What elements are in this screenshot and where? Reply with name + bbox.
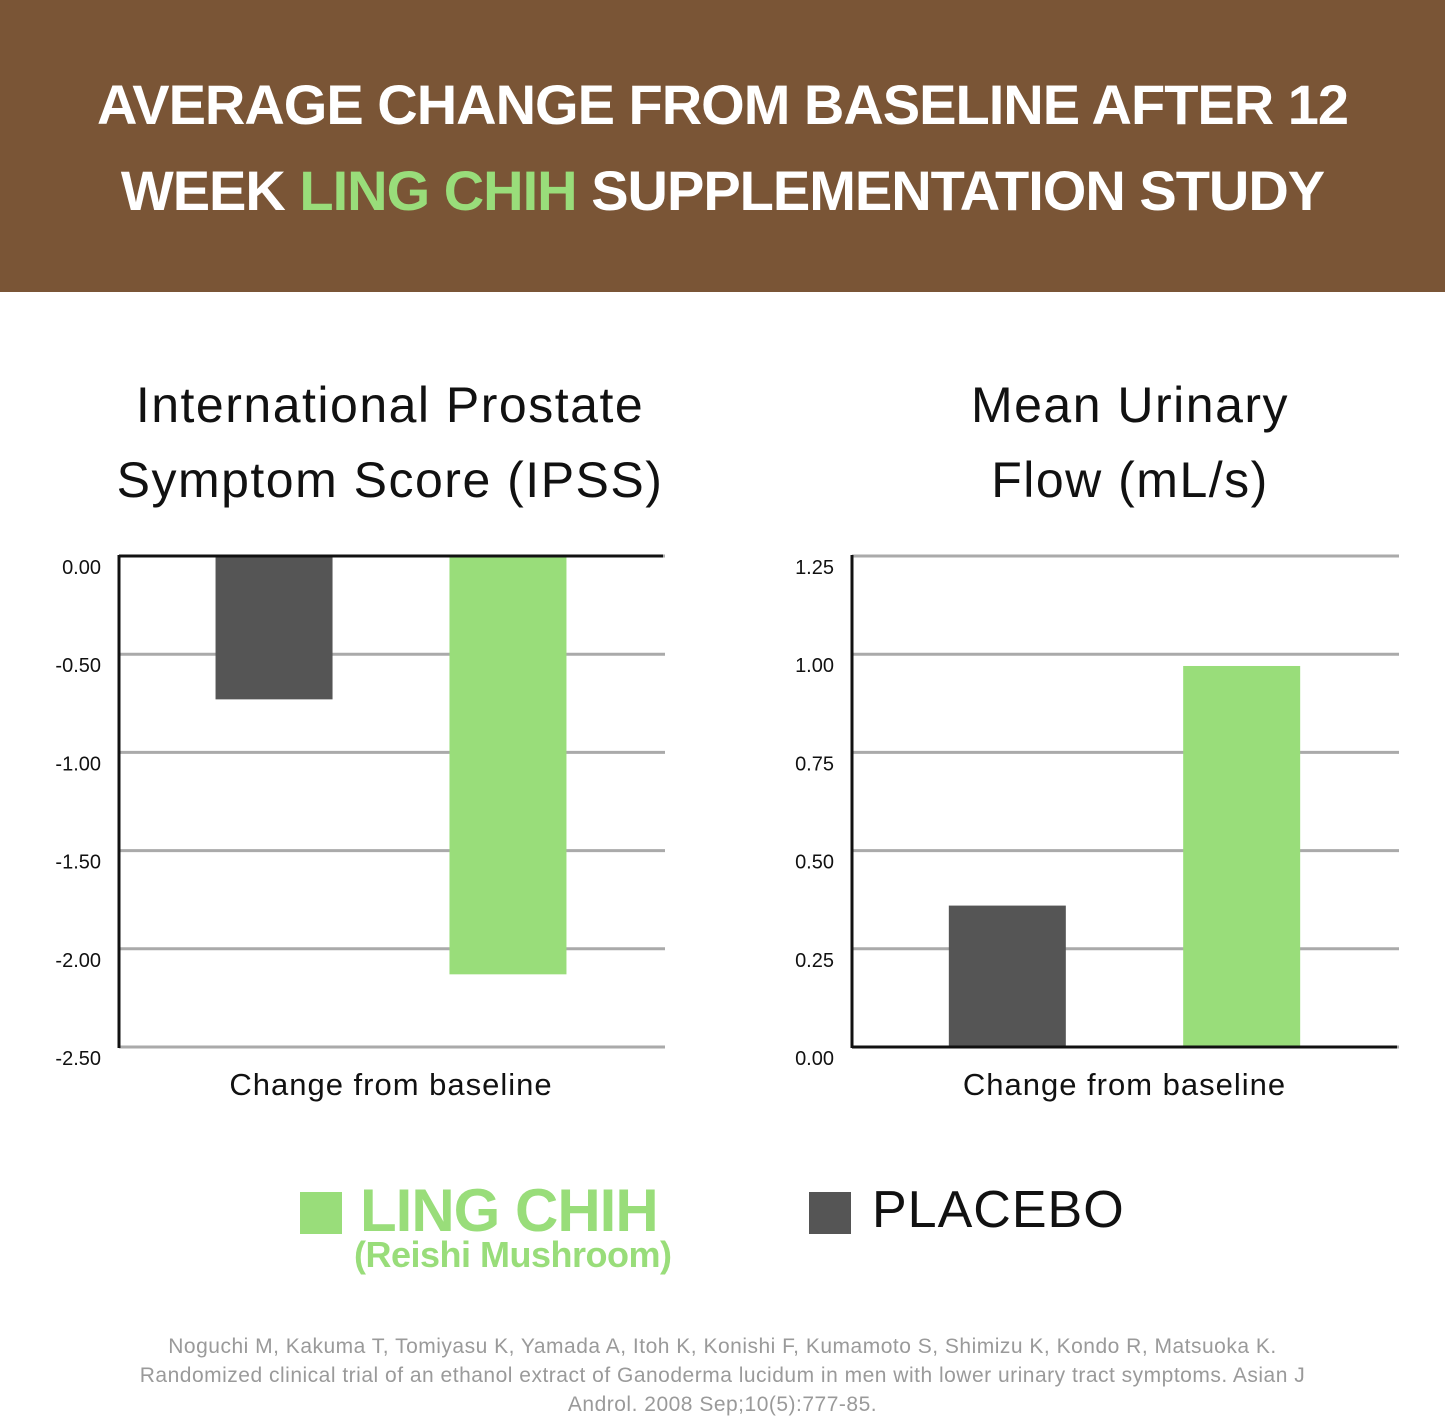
citation-line: Androl. 2008 Sep;10(5):777-85. <box>567 1393 878 1416</box>
citation: Noguchi M, Kakuma T, Tomiyasu K, Yamada … <box>0 1332 1445 1419</box>
y-tick-label: -2.00 <box>55 950 101 972</box>
title-part: SUPPLEMENTATION STUDY <box>591 159 1325 222</box>
bar <box>948 905 1066 1047</box>
y-tick-label: -1.00 <box>55 753 101 775</box>
bar <box>449 556 567 975</box>
chart-title: Mean Urinary Flow (mL/s) <box>970 377 1290 508</box>
legend-swatch <box>300 1192 342 1234</box>
y-tick-label: -2.50 <box>55 1048 101 1070</box>
legend-label: LING CHIH <box>360 1177 659 1244</box>
header-title: AVERAGE CHANGE FROM BASELINE AFTER 12 WEE… <box>60 62 1385 234</box>
title-highlight: LING CHIH <box>299 159 577 222</box>
y-tick-label: 0.50 <box>795 852 834 874</box>
bar <box>1183 665 1301 1047</box>
chart-title: International Prostate Symptom Score (IP… <box>116 377 664 508</box>
y-tick-label: 1.00 <box>795 655 834 677</box>
x-axis-label: Change from baseline <box>229 1067 552 1102</box>
citation-line: Randomized clinical trial of an ethanol … <box>139 1364 1306 1387</box>
y-tick-label: -0.50 <box>55 655 101 677</box>
legend-label: PLACEBO <box>872 1181 1125 1239</box>
y-tick-label: 0.00 <box>62 557 101 579</box>
y-tick-label: 0.25 <box>795 950 834 972</box>
header <box>0 0 1445 292</box>
y-tick-label: 0.00 <box>795 1048 834 1070</box>
title-part: AVERAGE CHANGE FROM BASELINE AFTER 12 <box>96 73 1349 136</box>
y-tick-label: 0.75 <box>795 753 834 775</box>
bar <box>215 556 333 700</box>
title-part: WEEK <box>120 159 286 222</box>
y-tick-label: 1.25 <box>795 557 834 579</box>
x-axis-label: Change from baseline <box>963 1067 1286 1102</box>
legend-swatch <box>809 1192 851 1234</box>
citation-line: Noguchi M, Kakuma T, Tomiyasu K, Yamada … <box>168 1335 1277 1358</box>
y-tick-label: -1.50 <box>55 852 101 874</box>
legend-note: (Reishi Mushroom) <box>354 1234 672 1275</box>
